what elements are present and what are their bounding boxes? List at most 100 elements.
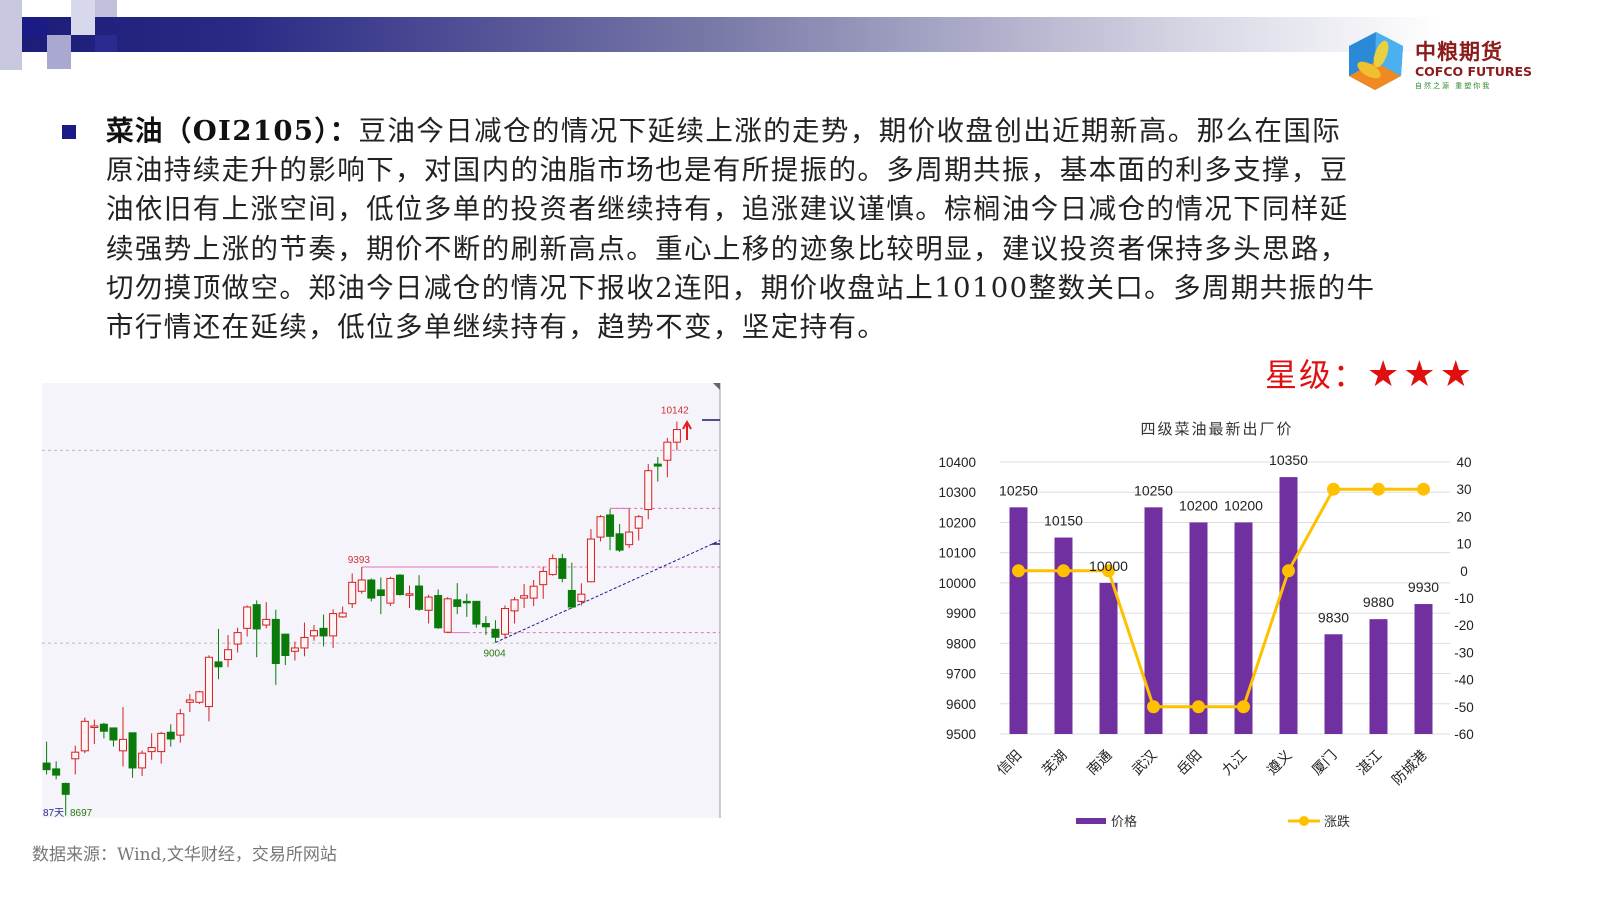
y-right-tick: -40 [1454, 673, 1474, 688]
y-right-tick: 0 [1460, 564, 1468, 579]
line-point [1327, 482, 1340, 496]
y-right-tick: 30 [1456, 482, 1471, 497]
bar-岳阳 [1189, 522, 1208, 734]
candle-body [539, 570, 548, 586]
line-point [1147, 700, 1160, 714]
candle-body [501, 608, 509, 635]
header-square [71, 0, 95, 35]
x-tick: 湛江 [1354, 748, 1385, 779]
line-point [1012, 564, 1025, 578]
candle-body [319, 627, 328, 637]
candle-body [567, 589, 576, 608]
y-left-tick: 10200 [938, 515, 976, 530]
line-point [1192, 700, 1205, 714]
line-point [1417, 482, 1430, 496]
header-square [22, 17, 47, 35]
candle-body [510, 599, 519, 612]
bar-遵义 [1279, 477, 1298, 734]
x-tick: 武汉 [1129, 748, 1160, 779]
candle-body [109, 727, 118, 741]
bar-data-label: 10000 [1089, 558, 1128, 574]
candle-body [586, 538, 595, 583]
bar-防城港 [1414, 604, 1433, 734]
up-arrow-icon [682, 419, 692, 440]
line-series [1018, 487, 1424, 709]
high-label: 10142 [661, 406, 689, 417]
logo-name-en: COFCO FUTURES [1415, 64, 1533, 79]
candle-body [281, 633, 290, 657]
data-source: 数据来源：Wind,文华财经，交易所网站 [32, 845, 337, 865]
header-square [0, 0, 22, 70]
candle-body [233, 632, 242, 645]
commentary-lead: 菜油（OI2105）： [106, 115, 359, 147]
candle-body [367, 579, 376, 599]
bar-九江 [1234, 522, 1253, 734]
candle-body [71, 751, 80, 760]
legend-line-marker [1299, 816, 1309, 826]
candle-body [329, 613, 338, 637]
candle-body [395, 574, 404, 596]
y-right-tick: -50 [1454, 700, 1474, 715]
candle-body [128, 732, 137, 769]
bar-芜湖 [1054, 537, 1073, 734]
candle-body [214, 661, 223, 668]
bullet-marker [62, 125, 76, 139]
line-point [1102, 564, 1115, 578]
y-right-tick: -10 [1454, 591, 1474, 606]
header-square [47, 35, 71, 69]
y-right-tick: 20 [1456, 509, 1471, 524]
bar-武汉 [1144, 507, 1163, 734]
bar-data-label: 9930 [1408, 579, 1439, 595]
y-left-tick: 9500 [946, 727, 976, 742]
candle-body [357, 579, 366, 592]
candle-body [52, 768, 61, 776]
candle-body [558, 558, 567, 579]
bar-data-label: 10200 [1224, 497, 1263, 513]
bar-data-label: 10350 [1269, 452, 1308, 468]
candle-body [338, 612, 347, 618]
bar-data-label: 9830 [1318, 609, 1349, 625]
y-left-tick: 10400 [938, 455, 976, 470]
y-right-tick: -30 [1454, 645, 1474, 660]
candle-body [348, 581, 357, 605]
line-point [1282, 564, 1295, 578]
y-right-tick: 40 [1456, 455, 1471, 470]
candle-body [644, 470, 653, 511]
bar-data-label: 10200 [1179, 497, 1218, 513]
candle-body [472, 600, 481, 625]
y-left-tick: 10000 [938, 576, 976, 591]
candle-body [548, 558, 557, 576]
star-rating: 星级：★★★ [1265, 350, 1476, 396]
candle-body [606, 514, 615, 537]
commentary-line: 豆油今日减仓的情况下延续上涨的走势，期价收盘创出近期新高。那么在国际 [358, 115, 1342, 147]
bar-信阳 [1009, 507, 1028, 734]
candle-body [147, 747, 156, 753]
candle-body [462, 600, 471, 604]
x-tick: 信阳 [994, 748, 1025, 779]
x-tick: 防城港 [1389, 748, 1430, 789]
candle-body [520, 595, 529, 599]
rating-label: 星级： [1265, 356, 1368, 394]
y-left-tick: 10100 [938, 546, 976, 561]
candle-body [166, 731, 175, 740]
candle-body [157, 732, 166, 753]
bar-data-label: 10250 [1134, 482, 1173, 498]
x-tick: 南通 [1084, 748, 1115, 779]
candle-body [491, 628, 500, 638]
commentary-line: 市行情还在延续，低位多单继续持有，趋势不变，坚定持有。 [106, 311, 887, 344]
candle-body [453, 599, 462, 607]
x-tick: 岳阳 [1174, 748, 1205, 779]
commentary-line: 油依旧有上涨空间，低位多单的投资者继续持有，追涨建议谨慎。棕榈油今日减仓的情况下… [106, 193, 1349, 226]
commentary-text: 菜油（OI2105）：豆油今日减仓的情况下延续上涨的走势，期价收盘创出近期新高。… [106, 112, 1526, 347]
candle-body [195, 691, 204, 703]
trend-line [495, 540, 721, 643]
legend-bar-swatch [1076, 818, 1106, 824]
candle-body [310, 630, 318, 637]
candle-body [99, 723, 108, 732]
candle-body [529, 585, 538, 599]
candle-body [300, 636, 309, 649]
commentary-line: 原油持续走升的影响下，对国内的油脂市场也是有所提振的。多周期共振，基本面的利多支… [106, 154, 1349, 187]
high-label: 9393 [348, 555, 371, 566]
y-right-tick: -20 [1454, 618, 1474, 633]
line-point [1237, 700, 1250, 714]
